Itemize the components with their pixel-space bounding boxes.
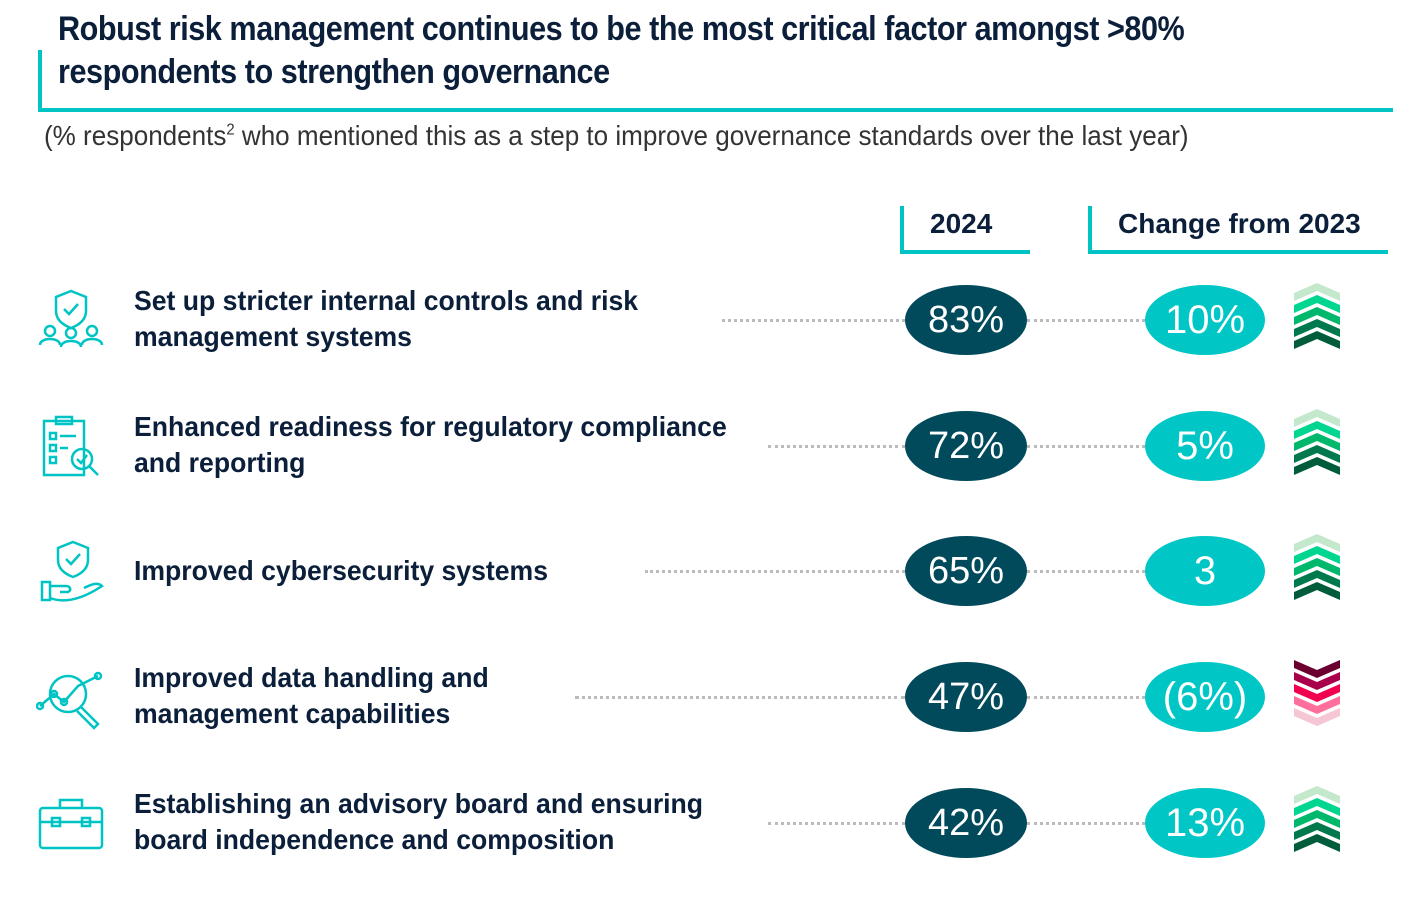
trend-up-chevrons-icon [1294, 534, 1340, 600]
title-accent-line [38, 50, 42, 112]
chevron-segment [1294, 457, 1340, 475]
subtitle-text: (% respondents [44, 120, 227, 151]
dotted-leader [768, 445, 905, 448]
title-underline [38, 108, 1393, 112]
row-label-line2: board independence and composition [134, 824, 615, 855]
change-value: 13% [1145, 788, 1265, 858]
trend-up-chevrons-icon [1294, 283, 1340, 349]
chevron-segment [1294, 708, 1340, 726]
table-row: Establishing an advisory board and ensur… [0, 778, 1416, 868]
page-title: Robust risk management continues to be t… [58, 10, 1185, 91]
row-label-line1: Improved data handling and [134, 662, 489, 693]
row-label-line1: Improved cybersecurity systems [134, 555, 548, 586]
value-2024: 47% [905, 662, 1027, 732]
row-label-line2: management capabilities [134, 698, 451, 729]
value-2024: 83% [905, 285, 1027, 355]
subtitle-text-end: who mentioned this as a step to improve … [234, 120, 1189, 151]
footnote-marker: 2 [226, 121, 235, 139]
row-label-line1: Establishing an advisory board and ensur… [134, 788, 704, 819]
chevron-segment [1294, 319, 1340, 337]
trend-up-chevrons-icon [1294, 786, 1340, 852]
trend-up-chevrons-icon [1294, 409, 1340, 475]
shield-people-icon [38, 289, 104, 348]
checklist-magnifier-icon [42, 415, 99, 477]
table-row: Improved cybersecurity systems 65% 3 [0, 526, 1416, 616]
chevron-segment [1294, 331, 1340, 349]
change-value: (6%) [1145, 662, 1265, 732]
chevron-segment [1294, 433, 1340, 451]
chevron-segment [1294, 307, 1340, 325]
chevron-segment [1294, 409, 1340, 427]
row-label: Set up stricter internal controls and ri… [134, 283, 638, 355]
chevron-segment [1294, 798, 1340, 816]
dotted-leader [722, 319, 905, 322]
chevron-segment [1294, 684, 1340, 702]
value-2024: 72% [905, 411, 1027, 481]
chevron-segment [1294, 445, 1340, 463]
row-label: Improved data handling and management cap… [134, 660, 489, 732]
row-label-line1: Enhanced readiness for regulatory compli… [134, 411, 727, 442]
dotted-leader [1027, 822, 1145, 825]
chevron-segment [1294, 570, 1340, 588]
data-magnifier-icon [36, 671, 103, 730]
shield-hand-icon [40, 540, 104, 602]
chevron-segment [1294, 421, 1340, 439]
row-label-line2: management systems [134, 321, 412, 352]
header-change: Change from 2023 [1088, 206, 1388, 254]
dotted-leader [1027, 319, 1145, 322]
change-value: 3 [1145, 536, 1265, 606]
chevron-segment [1294, 786, 1340, 804]
chevron-segment [1294, 660, 1340, 678]
trend-down-chevrons-icon [1294, 660, 1340, 726]
table-row: Improved data handling and management cap… [0, 652, 1416, 742]
dotted-leader [1027, 445, 1145, 448]
dotted-leader [1027, 696, 1145, 699]
chevron-segment [1294, 582, 1340, 600]
row-label-line2: and reporting [134, 447, 306, 478]
row-label: Improved cybersecurity systems [134, 553, 548, 589]
row-label: Establishing an advisory board and ensur… [134, 786, 703, 858]
chevron-segment [1294, 558, 1340, 576]
dotted-leader [1027, 570, 1145, 573]
value-2024: 65% [905, 536, 1027, 606]
chevron-segment [1294, 672, 1340, 690]
header-2024: 2024 [900, 206, 1030, 254]
row-label-line1: Set up stricter internal controls and ri… [134, 285, 639, 316]
table-row: Enhanced readiness for regulatory compli… [0, 401, 1416, 491]
dotted-leader [645, 570, 905, 573]
subtitle: (% respondents2 who mentioned this as a … [44, 120, 1189, 152]
chevron-segment [1294, 546, 1340, 564]
chevron-segment [1294, 283, 1340, 301]
dotted-leader [768, 822, 905, 825]
change-value: 10% [1145, 285, 1265, 355]
chevron-segment [1294, 295, 1340, 313]
chevron-segment [1294, 534, 1340, 552]
dotted-leader [575, 696, 905, 699]
chevron-segment [1294, 810, 1340, 828]
chevron-segment [1294, 834, 1340, 852]
change-value: 5% [1145, 411, 1265, 481]
chevron-segment [1294, 822, 1340, 840]
briefcase-icon [38, 798, 104, 850]
row-label: Enhanced readiness for regulatory compli… [134, 409, 727, 481]
value-2024: 42% [905, 788, 1027, 858]
chevron-segment [1294, 696, 1340, 714]
table-row: Set up stricter internal controls and ri… [0, 275, 1416, 365]
